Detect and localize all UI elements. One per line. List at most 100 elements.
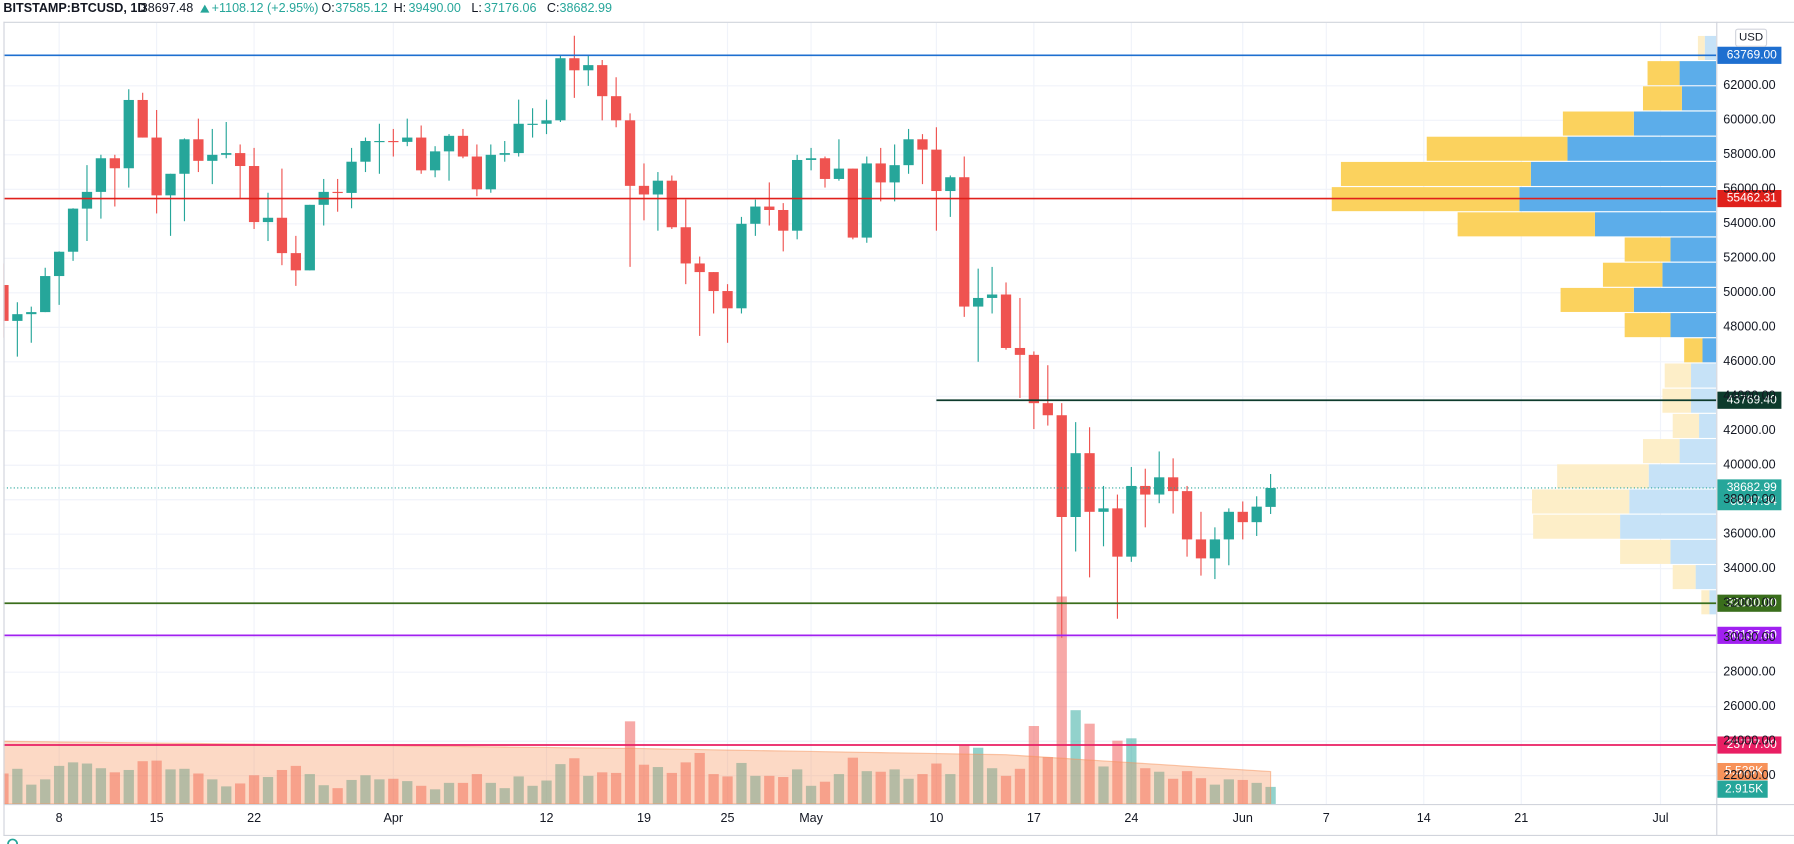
candle-body	[165, 173, 176, 196]
y-tick-label: 62000.00	[1723, 78, 1775, 92]
level-label-box	[1717, 736, 1782, 754]
level-label-box	[1717, 189, 1782, 208]
profile-down	[1602, 262, 1663, 287]
y-tick-label: 44000.00	[1723, 389, 1775, 403]
candle-body	[1265, 487, 1276, 507]
volume-bar	[722, 776, 733, 804]
volume-bar	[193, 773, 204, 804]
volume-bar	[151, 760, 162, 804]
candle-body	[1181, 491, 1193, 540]
x-tick-label: 10	[929, 811, 943, 825]
y-tick-label: 42000.00	[1723, 423, 1775, 437]
y-tick-label: 40000.00	[1723, 458, 1775, 472]
o-label: O:	[322, 1, 335, 15]
volume-pane	[3, 596, 1276, 804]
volume-bar	[416, 785, 427, 804]
y-tick-label: 24000.00	[1723, 734, 1775, 748]
volume-bar	[959, 745, 970, 804]
candle-body	[736, 223, 747, 309]
candle-body	[1251, 506, 1262, 523]
candle-body	[1167, 477, 1179, 492]
profile-down	[1642, 439, 1680, 464]
candle-body	[304, 204, 315, 271]
candle-body	[471, 156, 483, 190]
levels: 63769.00 55462.31 43769.40 32000.00 30137.60…	[3, 46, 1782, 798]
candle-body	[1028, 354, 1040, 404]
volume-bar	[402, 781, 413, 804]
candle-body	[1237, 511, 1248, 523]
level-label: 32000.00	[1727, 595, 1777, 609]
profile-down	[1701, 590, 1710, 615]
candle-body	[680, 227, 691, 264]
volume-bar	[805, 785, 817, 804]
candle-body	[973, 297, 984, 307]
candle-body	[3, 285, 9, 321]
volume-bar	[221, 786, 232, 804]
volume-bar	[527, 785, 538, 804]
level-label: 30137.60	[1727, 628, 1777, 642]
candles	[3, 35, 1276, 638]
volume-bar	[1209, 784, 1221, 804]
last-price-box	[1717, 479, 1782, 511]
candle-body	[360, 141, 371, 162]
volume-bar	[764, 775, 775, 804]
level-label-box	[1717, 46, 1782, 64]
profile-down	[1557, 464, 1649, 489]
volume-bar	[123, 769, 134, 804]
volume-bar	[1098, 766, 1109, 804]
profile-up	[1670, 539, 1717, 564]
volume-bar	[40, 779, 51, 804]
volume-bar	[903, 778, 914, 804]
profile-down	[1642, 86, 1682, 111]
candle-body	[597, 65, 608, 97]
candle-body	[917, 139, 928, 150]
volume-bar	[1195, 778, 1207, 804]
candle-body	[429, 151, 441, 171]
candle-body	[847, 168, 859, 238]
candle-body	[945, 177, 956, 192]
volume-bar	[1028, 726, 1040, 804]
volume-bar	[750, 775, 761, 804]
candle-body	[833, 168, 845, 179]
candle-body	[346, 161, 357, 193]
candle-body	[12, 314, 23, 321]
candle-body	[638, 185, 650, 195]
header: BITSTAMP:BTCUSD, 1D 38697.48 +1108.12 (+…	[3, 1, 612, 15]
candle-body	[235, 153, 246, 167]
volume-bar	[471, 774, 483, 804]
candle-body	[95, 158, 107, 192]
y-tick-label: 54000.00	[1723, 216, 1775, 230]
candle-body	[499, 153, 510, 155]
candle-body	[1056, 415, 1067, 517]
candle-body	[819, 158, 831, 179]
volume-bar	[847, 757, 859, 804]
profile-up	[1670, 313, 1717, 338]
volume-bar	[1251, 782, 1262, 804]
volume-bar	[513, 776, 524, 804]
candle-body	[81, 191, 93, 209]
candle-body	[513, 123, 524, 154]
level-label-box	[1717, 391, 1782, 409]
profile-up	[1691, 363, 1717, 388]
volume-bar	[1181, 771, 1193, 804]
candle-body	[137, 99, 148, 138]
candle-body	[694, 263, 705, 273]
volume-bar	[1014, 768, 1026, 804]
y-tick-label: 34000.00	[1723, 561, 1775, 575]
y-tick-label: 52000.00	[1723, 251, 1775, 265]
volume-bar	[374, 779, 385, 804]
x-tick-label: 25	[721, 811, 735, 825]
candle-body	[1042, 403, 1053, 416]
profile-down	[1457, 212, 1595, 237]
volume-bar	[708, 774, 719, 804]
x-tick-label: Jul	[1652, 811, 1668, 825]
candle-body	[221, 153, 232, 155]
candle-body	[1195, 539, 1207, 559]
volume-bar	[95, 768, 107, 804]
profile-down	[1560, 287, 1634, 312]
profile-down	[1624, 237, 1671, 262]
candle-body	[805, 158, 817, 160]
volume-bar	[137, 761, 148, 804]
